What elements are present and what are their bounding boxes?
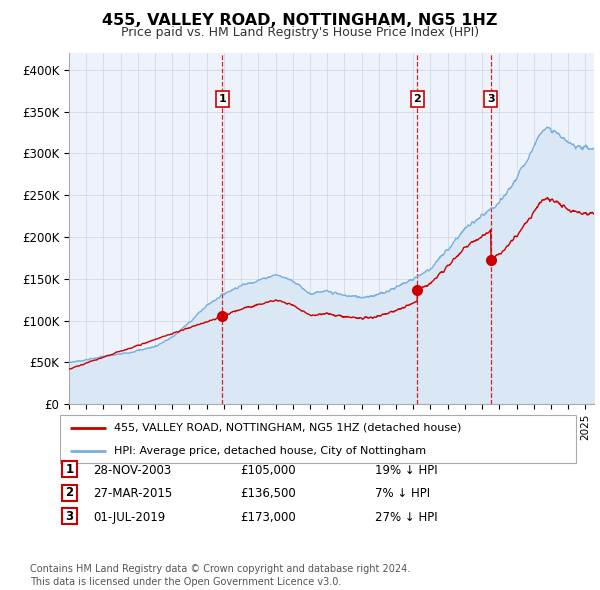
Text: 455, VALLEY ROAD, NOTTINGHAM, NG5 1HZ (detached house): 455, VALLEY ROAD, NOTTINGHAM, NG5 1HZ (d… (114, 423, 461, 433)
Text: 27% ↓ HPI: 27% ↓ HPI (375, 511, 437, 524)
Text: 19% ↓ HPI: 19% ↓ HPI (375, 464, 437, 477)
Text: 1: 1 (65, 463, 74, 476)
Text: Price paid vs. HM Land Registry's House Price Index (HPI): Price paid vs. HM Land Registry's House … (121, 26, 479, 39)
Text: £173,000: £173,000 (240, 511, 296, 524)
FancyBboxPatch shape (62, 508, 77, 525)
Text: Contains HM Land Registry data © Crown copyright and database right 2024.
This d: Contains HM Land Registry data © Crown c… (30, 564, 410, 587)
Text: 01-JUL-2019: 01-JUL-2019 (93, 511, 165, 524)
FancyBboxPatch shape (62, 484, 77, 501)
Text: HPI: Average price, detached house, City of Nottingham: HPI: Average price, detached house, City… (114, 446, 427, 456)
Text: 455, VALLEY ROAD, NOTTINGHAM, NG5 1HZ: 455, VALLEY ROAD, NOTTINGHAM, NG5 1HZ (102, 13, 498, 28)
Text: £105,000: £105,000 (240, 464, 296, 477)
FancyBboxPatch shape (62, 461, 77, 477)
Text: 2: 2 (65, 486, 74, 499)
Text: 1: 1 (218, 94, 226, 104)
Text: 3: 3 (65, 510, 74, 523)
Text: 2: 2 (413, 94, 421, 104)
Text: 28-NOV-2003: 28-NOV-2003 (93, 464, 171, 477)
Text: £136,500: £136,500 (240, 487, 296, 500)
Text: 27-MAR-2015: 27-MAR-2015 (93, 487, 172, 500)
FancyBboxPatch shape (60, 415, 576, 463)
Text: 3: 3 (487, 94, 494, 104)
Text: 7% ↓ HPI: 7% ↓ HPI (375, 487, 430, 500)
